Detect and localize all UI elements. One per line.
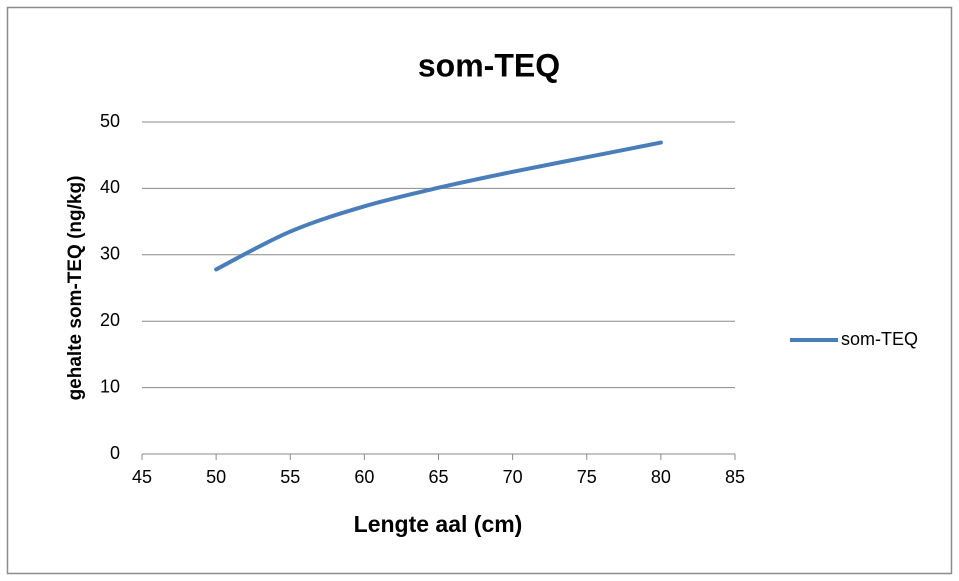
chart-title: som-TEQ <box>418 47 560 83</box>
series-line <box>214 140 663 272</box>
y-tick-label: 30 <box>100 244 120 264</box>
y-tick-label: 10 <box>100 376 120 396</box>
x-tick-label: 70 <box>503 467 523 487</box>
chart-border <box>6 6 953 575</box>
y-axis-label: gehalte som-TEQ (ng/kg) <box>65 176 86 401</box>
x-tick-label: 75 <box>577 467 597 487</box>
x-axis-label: Lengte aal (cm) <box>354 511 523 537</box>
x-tick-label: 85 <box>725 467 745 487</box>
x-tick-label: 65 <box>428 467 448 487</box>
legend-label: som-TEQ <box>841 329 918 349</box>
x-tick-label: 60 <box>354 467 374 487</box>
y-tick-label: 0 <box>110 443 120 463</box>
x-tick-label: 55 <box>280 467 300 487</box>
x-tick-label: 50 <box>206 467 226 487</box>
y-tick-label: 40 <box>100 177 120 197</box>
y-tick-label: 20 <box>100 310 120 330</box>
x-tick-label: 45 <box>132 467 152 487</box>
y-tick-label: 50 <box>100 111 120 131</box>
x-tick-label: 80 <box>651 467 671 487</box>
